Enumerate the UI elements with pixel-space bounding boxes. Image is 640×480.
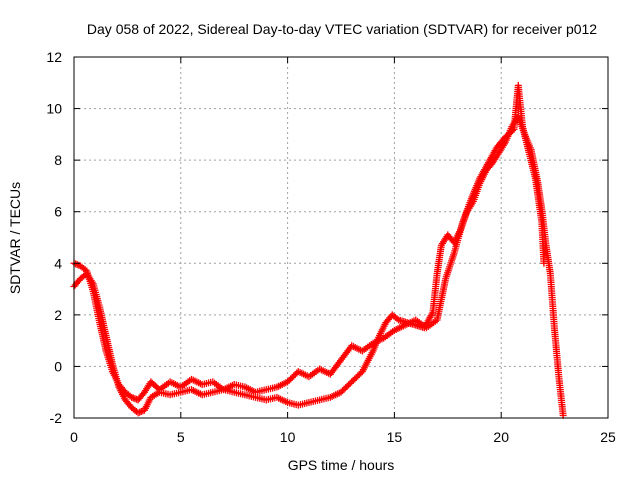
series-2 bbox=[70, 81, 548, 404]
y-tick-label: 2 bbox=[54, 307, 62, 323]
data-point bbox=[509, 126, 517, 134]
grid-layer bbox=[74, 57, 608, 418]
y-tick-label: 10 bbox=[46, 101, 62, 117]
y-tick-label: 4 bbox=[54, 255, 62, 271]
x-axis-title: GPS time / hours bbox=[288, 457, 395, 473]
y-tick-label: 0 bbox=[54, 358, 62, 374]
x-tick-label: 0 bbox=[70, 429, 78, 445]
x-tick-label: 20 bbox=[493, 429, 509, 445]
x-tick-label: 25 bbox=[600, 429, 616, 445]
chart-title: Day 058 of 2022, Sidereal Day-to-day VTE… bbox=[87, 21, 597, 37]
x-tick-label: 15 bbox=[387, 429, 403, 445]
y-axis-title: SDTVAR / TECUs bbox=[7, 182, 23, 294]
y-tick-label: -2 bbox=[50, 410, 63, 426]
y-tick-label: 12 bbox=[46, 49, 62, 65]
y-tick-label: 8 bbox=[54, 152, 62, 168]
x-tick-label: 10 bbox=[280, 429, 296, 445]
tick-layer: 0 5 10 15 20 25 -2 0 2 4 6 8 10 12 bbox=[46, 49, 616, 445]
data-layer bbox=[70, 81, 567, 419]
plot-frame bbox=[73, 56, 609, 419]
x-tick-label: 5 bbox=[177, 429, 185, 445]
data-point bbox=[540, 259, 548, 267]
y-tick-label: 6 bbox=[54, 204, 62, 220]
